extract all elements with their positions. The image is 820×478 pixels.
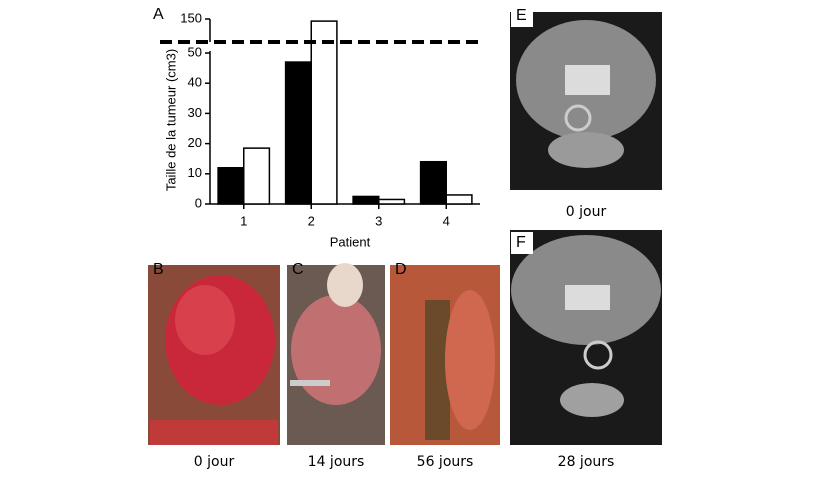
bar <box>243 147 271 205</box>
y-axis-label: Taille de la tumeur (cm3) <box>163 49 178 191</box>
photo <box>287 263 385 445</box>
bar <box>445 194 473 205</box>
bar <box>217 167 245 205</box>
y-tick-label: 10 <box>188 165 202 180</box>
caption: 0 jour <box>194 454 235 470</box>
panel-letter: C <box>292 261 304 278</box>
caption: 28 jours <box>558 454 615 470</box>
photo <box>390 265 500 445</box>
y-tick-label: 30 <box>188 105 202 120</box>
y-tick-label: 40 <box>188 75 202 90</box>
panel-letter: B <box>153 261 164 278</box>
y-tick-label: 150 <box>180 10 202 25</box>
ct-scan <box>510 230 662 445</box>
caption: 56 jours <box>417 454 474 470</box>
bar <box>284 61 313 205</box>
panel-letter: F <box>516 234 526 251</box>
bar <box>352 195 380 205</box>
bar <box>419 160 448 205</box>
y-tick-label: 0 <box>195 195 202 210</box>
y-tick-label: 50 <box>188 44 202 59</box>
bar <box>310 20 338 205</box>
panel-letter: E <box>516 7 527 24</box>
photo <box>148 265 280 445</box>
caption: 0 jour <box>566 204 607 220</box>
x-tick-label: 3 <box>375 213 382 228</box>
x-tick-label: 2 <box>308 213 315 228</box>
caption: 14 jours <box>308 454 365 470</box>
y-tick-label: 20 <box>188 135 202 150</box>
ct-scan <box>510 12 662 190</box>
x-tick-label: 1 <box>240 213 247 228</box>
panel-letter: D <box>395 261 407 278</box>
panel-letter: A <box>153 6 164 23</box>
x-tick-label: 4 <box>443 213 450 228</box>
x-axis-label: Patient <box>330 234 371 249</box>
bar <box>378 198 406 205</box>
